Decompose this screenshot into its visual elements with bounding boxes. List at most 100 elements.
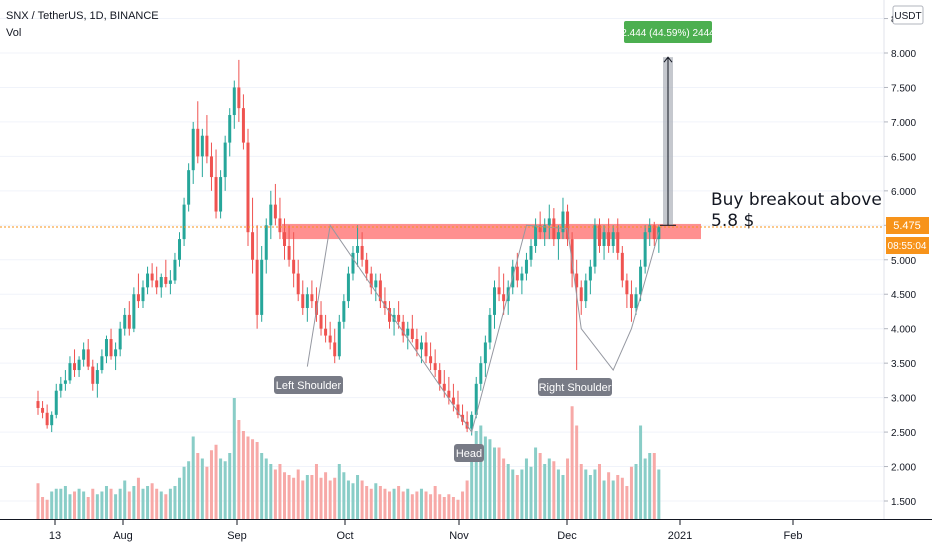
volume-bars <box>36 398 661 519</box>
candle-body <box>456 404 460 415</box>
volume-bar <box>479 425 483 519</box>
volume-bar <box>292 477 296 519</box>
volume-bar <box>196 453 200 519</box>
price-range-tool[interactable]: 2.444 (44.59%) 2444 <box>621 21 715 226</box>
price-tick-label: 4.500 <box>891 290 916 301</box>
candle <box>136 273 140 309</box>
last-price-badge <box>886 217 929 234</box>
countdown-text: 08:55:04 <box>888 241 927 252</box>
volume-bar <box>547 458 551 519</box>
volume-bar <box>584 469 588 519</box>
currency-badge-text: USDT <box>894 11 921 22</box>
candle-body <box>141 287 145 302</box>
volume-bar <box>77 488 81 519</box>
candle <box>164 259 168 288</box>
volume-bar <box>264 458 268 519</box>
head-label: Head <box>456 448 482 460</box>
volume-bar <box>488 439 492 519</box>
candle-body <box>283 232 287 246</box>
candle <box>200 128 204 178</box>
candle-body <box>319 314 323 329</box>
volume-bar <box>319 477 323 519</box>
candle-body <box>419 342 423 350</box>
candle-body <box>182 204 186 240</box>
grid <box>0 18 884 502</box>
candle <box>100 349 104 374</box>
candle <box>36 390 40 415</box>
volume-bar <box>159 491 163 519</box>
candle-body <box>287 245 291 260</box>
candle-body <box>45 412 49 426</box>
candle <box>611 225 615 253</box>
symbol-title: SNX / TetherUS, 1D, BINANCE <box>6 10 159 22</box>
volume-bar <box>246 436 250 519</box>
price-tick-label: 4.000 <box>891 325 916 336</box>
volume-bar <box>178 477 182 519</box>
candle <box>173 252 177 284</box>
volume-bar <box>524 458 528 519</box>
candle <box>41 401 45 419</box>
candle <box>433 349 437 377</box>
candle <box>50 411 54 433</box>
volume-bar <box>474 431 478 519</box>
volume-bar <box>520 469 524 519</box>
price-axis[interactable]: 1.500 2.000 2.500 3.000 3.500 4.000 4.500 5.000… <box>884 15 916 508</box>
volume-bar <box>187 461 191 519</box>
volume-bar <box>41 497 45 519</box>
candle <box>273 183 277 226</box>
time-axis[interactable]: 13 Aug Sep Oct Nov Dec 2021 Feb <box>49 520 803 542</box>
candle-body <box>301 294 305 309</box>
candle-body <box>196 128 200 157</box>
countdown-badge <box>886 237 929 254</box>
candle-body <box>260 259 264 315</box>
candle <box>91 359 95 391</box>
volume-bar <box>575 425 579 519</box>
candle-body <box>109 339 113 357</box>
candle-body <box>406 328 410 336</box>
candle-body <box>278 218 282 233</box>
candle-body <box>118 328 122 350</box>
candle <box>283 218 287 260</box>
volume-bar <box>155 488 159 519</box>
candle <box>296 259 300 302</box>
volume-bar <box>570 406 574 519</box>
price-tick-label: 2.000 <box>891 463 916 474</box>
candle <box>625 273 629 309</box>
volume-bar <box>346 480 350 519</box>
candle <box>451 383 455 412</box>
volume-bar <box>451 497 455 519</box>
volume-bar <box>173 486 177 519</box>
volume-bar <box>502 458 506 519</box>
candle-body <box>251 232 255 260</box>
axis-badges: USDT 5.475 08:55:04 <box>886 5 929 254</box>
candle <box>292 232 296 288</box>
candle <box>547 204 551 240</box>
candle <box>54 383 58 419</box>
candle-body <box>429 356 433 364</box>
currency-badge[interactable] <box>892 5 924 25</box>
candle-body <box>579 287 583 302</box>
time-tick-label: Dec <box>557 530 577 542</box>
candles <box>36 59 661 436</box>
volume-bar <box>168 488 172 519</box>
volume-bar <box>369 488 373 519</box>
volume-bar <box>607 472 611 519</box>
volume-bar <box>616 475 620 519</box>
price-tick-label: 1.500 <box>891 497 916 508</box>
candle <box>620 245 624 288</box>
candle <box>648 218 652 246</box>
candle-body <box>337 321 341 357</box>
candle-body <box>588 266 592 281</box>
volume-bar <box>200 458 204 519</box>
candle-body <box>570 239 574 274</box>
candle <box>209 142 213 191</box>
volume-bar <box>232 398 236 519</box>
candle-body <box>502 294 506 302</box>
candle-body <box>351 252 355 274</box>
candle-body <box>597 225 601 246</box>
candle <box>187 163 191 212</box>
candle-body <box>365 259 369 274</box>
candle-body <box>191 128 195 171</box>
volume-bar <box>556 469 560 519</box>
